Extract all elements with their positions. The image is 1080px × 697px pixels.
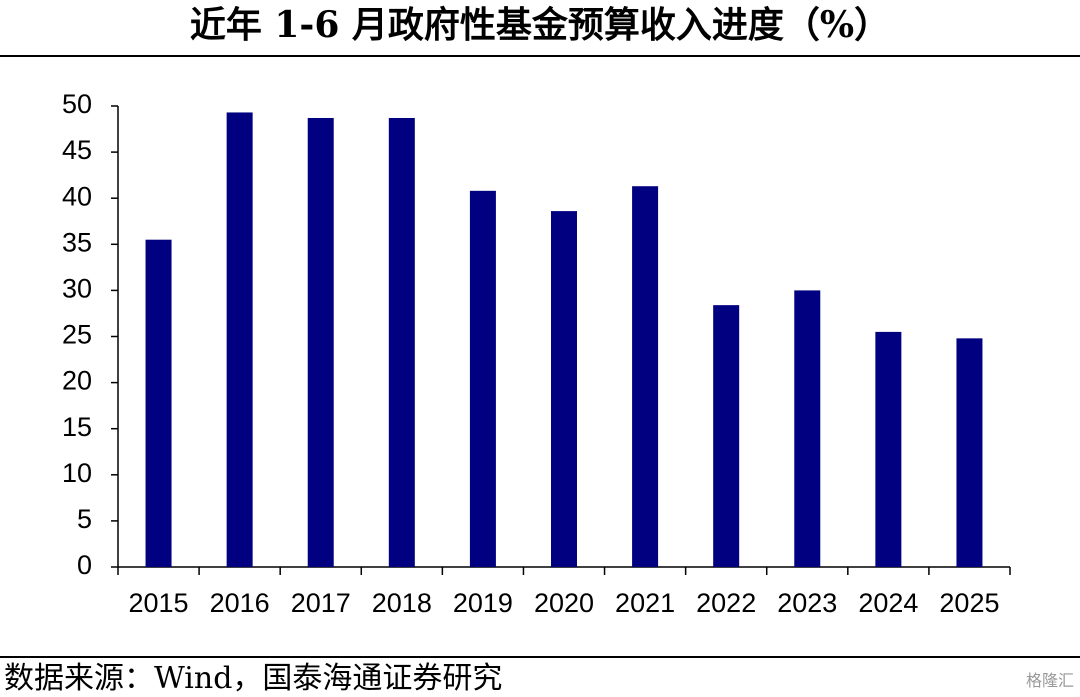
x-tick-label: 2024 [858, 588, 918, 618]
bar [794, 290, 821, 567]
bar [388, 117, 415, 568]
x-tick-label: 2018 [372, 588, 432, 618]
x-tick-label: 2019 [453, 588, 513, 618]
bar [551, 211, 577, 567]
bar [713, 305, 740, 567]
bar [469, 190, 496, 567]
y-tick-label: 50 [62, 89, 92, 119]
y-tick-label: 10 [62, 458, 92, 488]
y-tick-label: 20 [62, 366, 92, 396]
y-tick-label: 40 [62, 181, 92, 211]
bar [875, 331, 902, 567]
bar [145, 239, 172, 567]
x-tick-label: 2020 [534, 588, 594, 618]
y-tick-label: 5 [77, 504, 92, 534]
y-tick-label: 35 [62, 227, 92, 257]
y-tick-label: 45 [62, 135, 92, 165]
x-tick-label: 2021 [615, 588, 675, 618]
bar [956, 338, 983, 567]
bar [632, 186, 659, 568]
x-tick-label: 2025 [939, 588, 999, 618]
bar [226, 112, 253, 567]
y-tick-label: 15 [62, 412, 92, 442]
source: 数据来源：Wind，国泰海通证券研究 [4, 661, 502, 696]
x-tick-label: 2015 [129, 588, 189, 618]
x-tick-label: 2016 [210, 588, 270, 618]
x-tick-label: 2023 [777, 588, 837, 618]
watermark: 格隆汇 [1026, 672, 1074, 690]
chart-title: 近年 1-6 月政府性基金预算收入进度（%） [190, 4, 890, 46]
y-tick-label: 25 [62, 320, 92, 350]
y-tick-label: 30 [62, 274, 92, 304]
x-tick-label: 2017 [291, 588, 351, 618]
bar [307, 117, 334, 568]
x-tick-label: 2022 [696, 588, 756, 618]
y-tick-label: 0 [77, 550, 92, 580]
